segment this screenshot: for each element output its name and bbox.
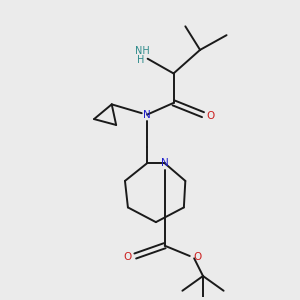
Text: O: O [194,252,202,262]
Text: O: O [123,252,131,262]
Text: O: O [206,111,214,121]
Text: NH: NH [135,46,150,56]
Text: N: N [161,158,169,168]
Text: H: H [137,55,144,65]
Text: N: N [143,110,151,120]
